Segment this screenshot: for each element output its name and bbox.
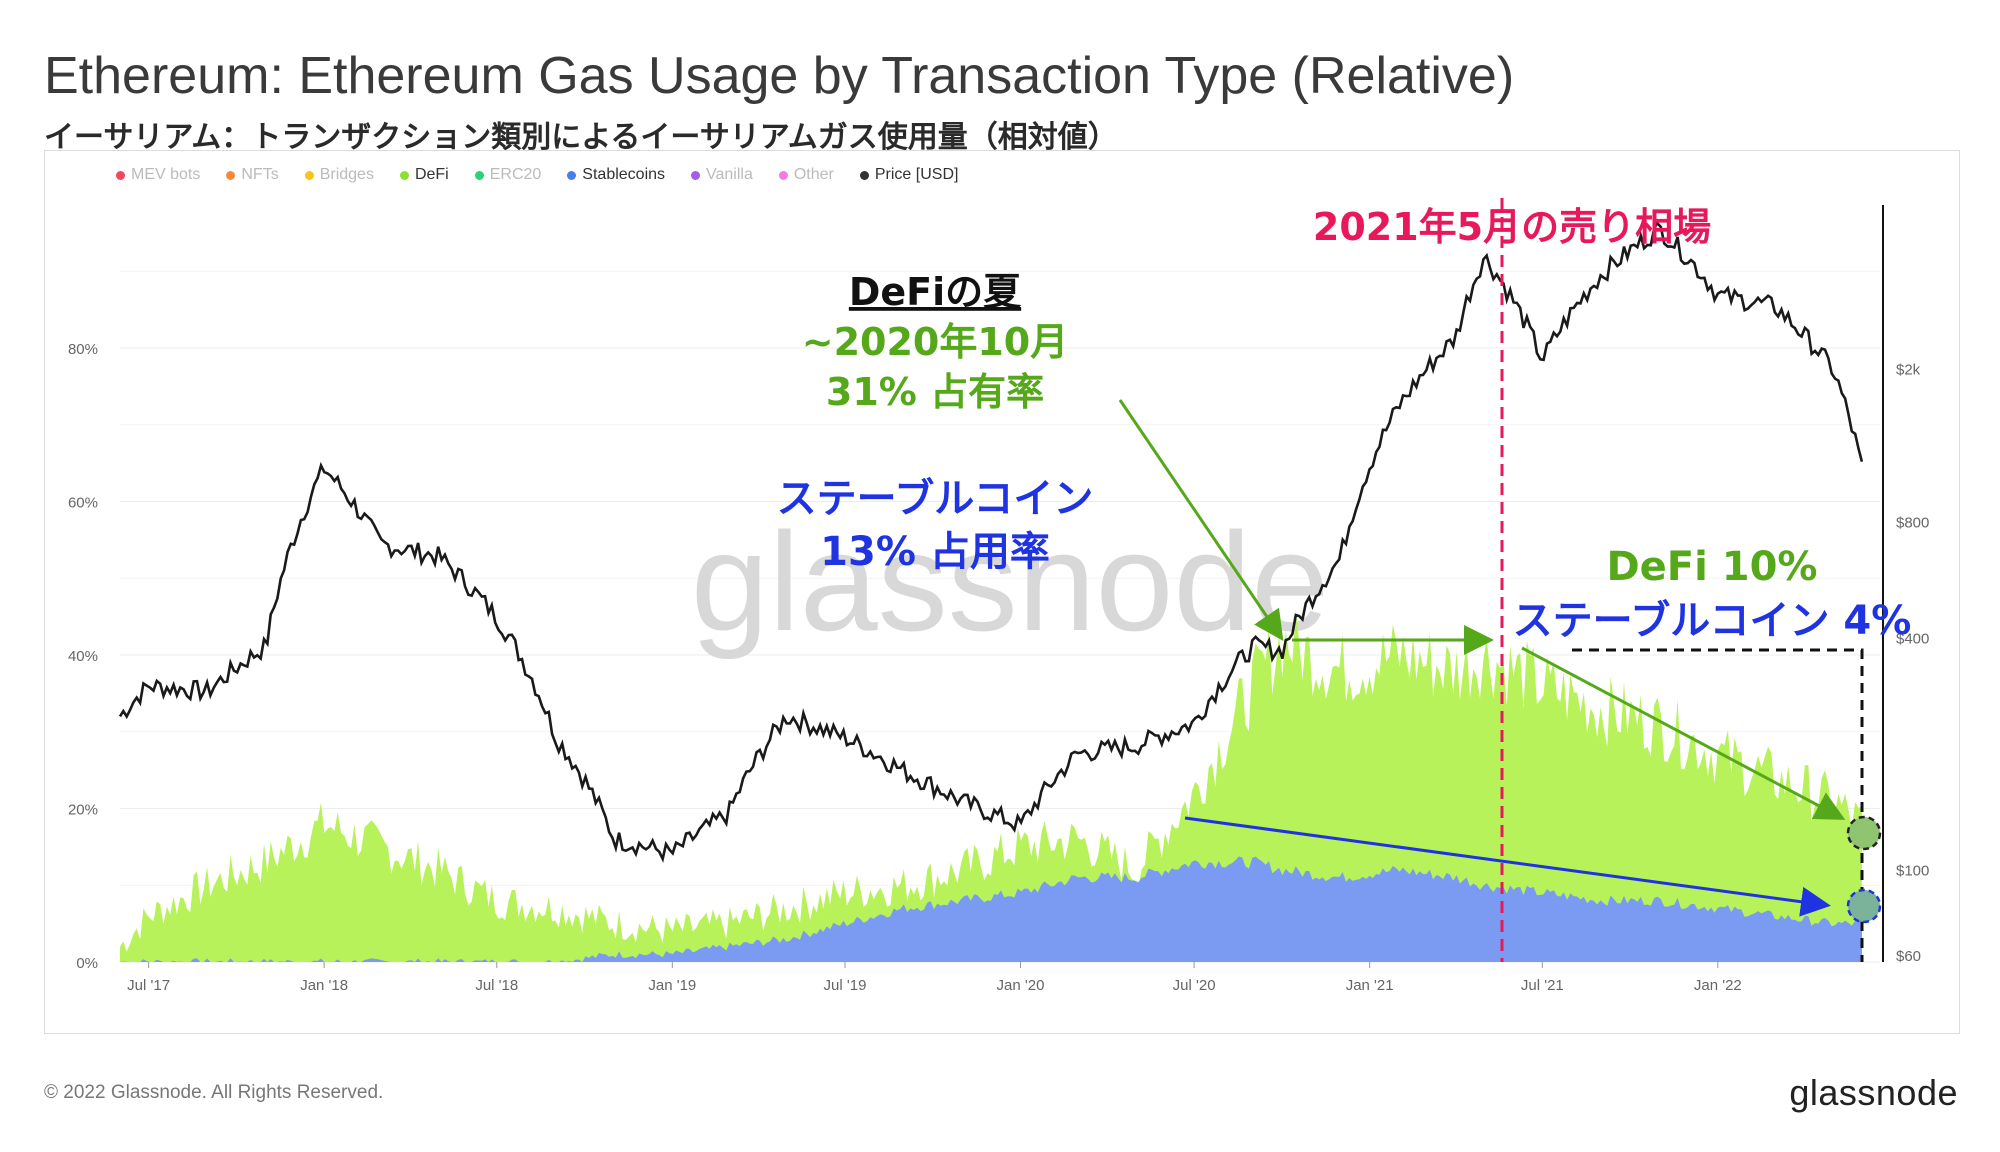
x-tick-label: Jan '22 xyxy=(1694,977,1742,994)
legend-item-other[interactable]: Other xyxy=(778,166,834,184)
stablecoin-share: 13% 占用率 xyxy=(820,529,1050,575)
y-right-tick-label: $800 xyxy=(1896,515,1929,532)
stablecoin-current-marker xyxy=(1846,888,1882,924)
legend-label: Other xyxy=(793,166,834,183)
defi-area xyxy=(120,609,1862,962)
legend-dot xyxy=(474,170,484,180)
chart-frame xyxy=(44,150,1960,1034)
y-left-tick-label: 60% xyxy=(68,495,98,512)
stablecoins-area xyxy=(120,856,1862,962)
watermark: glassnode xyxy=(691,503,1329,660)
y-right-tick-label: $400 xyxy=(1896,631,1929,648)
legend-dot xyxy=(691,170,701,180)
legend-item-defi[interactable]: DeFi xyxy=(399,166,449,184)
legend-dot xyxy=(399,170,409,180)
legend-label: ERC20 xyxy=(489,166,542,183)
y-right-tick-label: $60 xyxy=(1896,948,1921,965)
y-left-axis: 0% 20% 40% 60% 80% xyxy=(68,341,98,972)
x-tick-label: Jan '20 xyxy=(997,977,1045,994)
x-axis: Jul '17 Jan '18 Jul '18 Jan '19 Jul '19 Jan '… xyxy=(127,962,1742,994)
page-title: Ethereum: Ethereum Gas Usage by Transact… xyxy=(44,47,1515,105)
x-tick-label: Jul '17 xyxy=(127,977,170,994)
legend-dot xyxy=(304,170,314,180)
area-series xyxy=(120,609,1862,962)
defi-decline-arrow xyxy=(1521,646,1846,820)
y-left-tick-label: 80% xyxy=(68,341,98,358)
x-tick-label: Jul '20 xyxy=(1173,977,1216,994)
x-tick-label: Jan '19 xyxy=(648,977,696,994)
legend-item-stablecoins[interactable]: Stablecoins xyxy=(567,166,665,184)
y-left-tick-label: 0% xyxy=(76,955,98,972)
legend-dot xyxy=(116,170,125,180)
y-right-tick-label: $100 xyxy=(1896,863,1929,880)
legend-item-mev-bots[interactable]: MEV bots xyxy=(116,166,200,184)
legend-label: MEV bots xyxy=(131,166,201,183)
defi-summer-share: 31% 占有率 xyxy=(826,370,1044,414)
legend-dot xyxy=(778,170,788,180)
legend-dot xyxy=(859,170,869,180)
x-tick-label: Jul '21 xyxy=(1521,977,1564,994)
stablecoin-label: ステーブルコイン xyxy=(777,476,1094,522)
may-crash-label: 2021年5月の売り相場 xyxy=(1313,205,1711,249)
price-line xyxy=(118,221,1864,863)
y-left-tick-label: 40% xyxy=(68,648,98,665)
page-subtitle: イーサリアム：トランザクション類別によるイーサリアムガス使用量（相対値） xyxy=(44,120,1118,155)
legend-label: DeFi xyxy=(414,166,449,183)
legend-item-nfts[interactable]: NFTs xyxy=(226,166,279,184)
legend-item-vanilla[interactable]: Vanilla xyxy=(691,166,753,184)
legend-label: Price [USD] xyxy=(874,166,959,183)
y-right-tick-label: $2k xyxy=(1896,361,1921,378)
legend-item-bridges[interactable]: Bridges xyxy=(304,166,374,184)
legend-label: Stablecoins xyxy=(582,166,666,183)
y-left-tick-label: 20% xyxy=(68,802,98,819)
legend-dot xyxy=(567,170,577,180)
stablecoin-decline-arrow xyxy=(1184,816,1831,917)
legend-label: NFTs xyxy=(241,166,279,183)
x-tick-label: Jul '18 xyxy=(475,977,518,994)
y-right-axis: $60 $100 $400 $800 $2k xyxy=(1896,361,1929,965)
legend-dot xyxy=(226,170,236,180)
copyright-text: © 2022 Glassnode. All Rights Reserved. xyxy=(44,1082,384,1103)
stablecoin-current-label: ステーブルコイン 4% xyxy=(1513,598,1912,644)
glassnode-logo: glassnode xyxy=(1789,1072,1958,1113)
x-tick-label: Jan '18 xyxy=(300,977,348,994)
x-tick-label: Jan '21 xyxy=(1346,977,1394,994)
legend-label: Bridges xyxy=(319,166,374,183)
legend-item-price-usd[interactable]: Price [USD] xyxy=(859,166,959,184)
legend-item-erc20[interactable]: ERC20 xyxy=(474,166,542,184)
defi-summer-date: ~2020年10月 xyxy=(802,320,1068,364)
defi-summer-title: DeFiの夏 xyxy=(849,270,1022,314)
current-value-bracket xyxy=(1572,648,1864,962)
defi-current-label: DeFi 10% xyxy=(1606,544,1817,590)
x-tick-label: Jul '19 xyxy=(824,977,867,994)
defi-summer-arrow xyxy=(1118,399,1284,641)
legend-label: Vanilla xyxy=(706,166,753,183)
chart-legend: MEV bots NFTs Bridges DeFi ERC20 Stablecoins V… xyxy=(116,166,958,184)
defi-current-marker xyxy=(1846,815,1882,851)
